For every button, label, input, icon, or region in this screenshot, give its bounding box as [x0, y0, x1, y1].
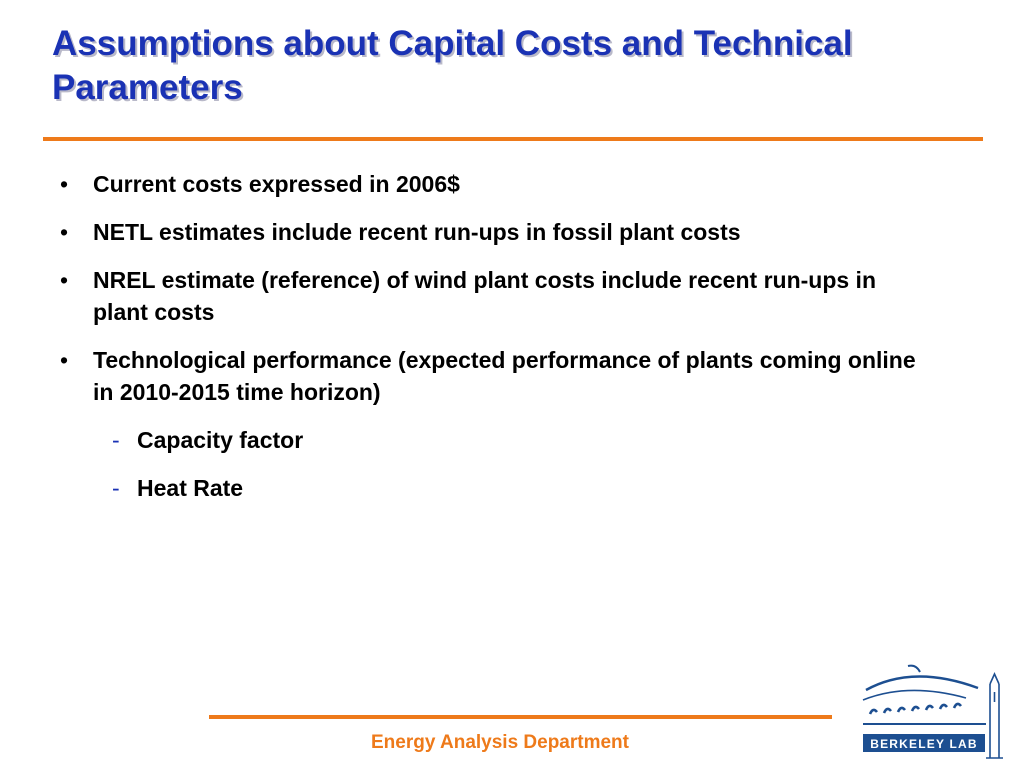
bullet-marker: •	[60, 219, 69, 245]
sub-bullet-text: Heat Rate	[137, 475, 244, 501]
bullet-marker: •	[60, 171, 69, 197]
sub-bullet-item: - Heat Rate	[0, 472, 1024, 504]
title-divider	[43, 137, 983, 141]
berkeley-lab-logo: BERKELEY LAB	[858, 662, 1008, 762]
bullet-marker: •	[60, 267, 69, 293]
bullet-text: NETL estimates include recent run-ups in…	[93, 219, 741, 245]
bullet-text: Technological performance (expected perf…	[93, 347, 916, 405]
logo-text: BERKELEY LAB	[870, 737, 978, 751]
bullet-list: • Current costs expressed in 2006$ • NET…	[0, 168, 1024, 520]
bullet-marker: •	[60, 347, 69, 373]
slide-title: Assumptions about Capital Costs and Tech…	[52, 24, 853, 107]
sub-bullet-text: Capacity factor	[137, 427, 304, 453]
bullet-item: • Current costs expressed in 2006$	[0, 168, 1024, 200]
sub-bullet-item: - Capacity factor	[0, 424, 1024, 456]
bullet-item: • NREL estimate (reference) of wind plan…	[0, 264, 1024, 328]
footer-department: Energy Analysis Department	[371, 732, 629, 753]
bullet-text: NREL estimate (reference) of wind plant …	[93, 267, 876, 325]
bullet-item: • NETL estimates include recent run-ups …	[0, 216, 1024, 248]
sub-bullet-marker: -	[112, 427, 120, 453]
footer-divider	[209, 715, 832, 719]
sub-bullet-marker: -	[112, 475, 120, 501]
bullet-text: Current costs expressed in 2006$	[93, 171, 460, 197]
bullet-item: • Technological performance (expected pe…	[0, 344, 1024, 408]
